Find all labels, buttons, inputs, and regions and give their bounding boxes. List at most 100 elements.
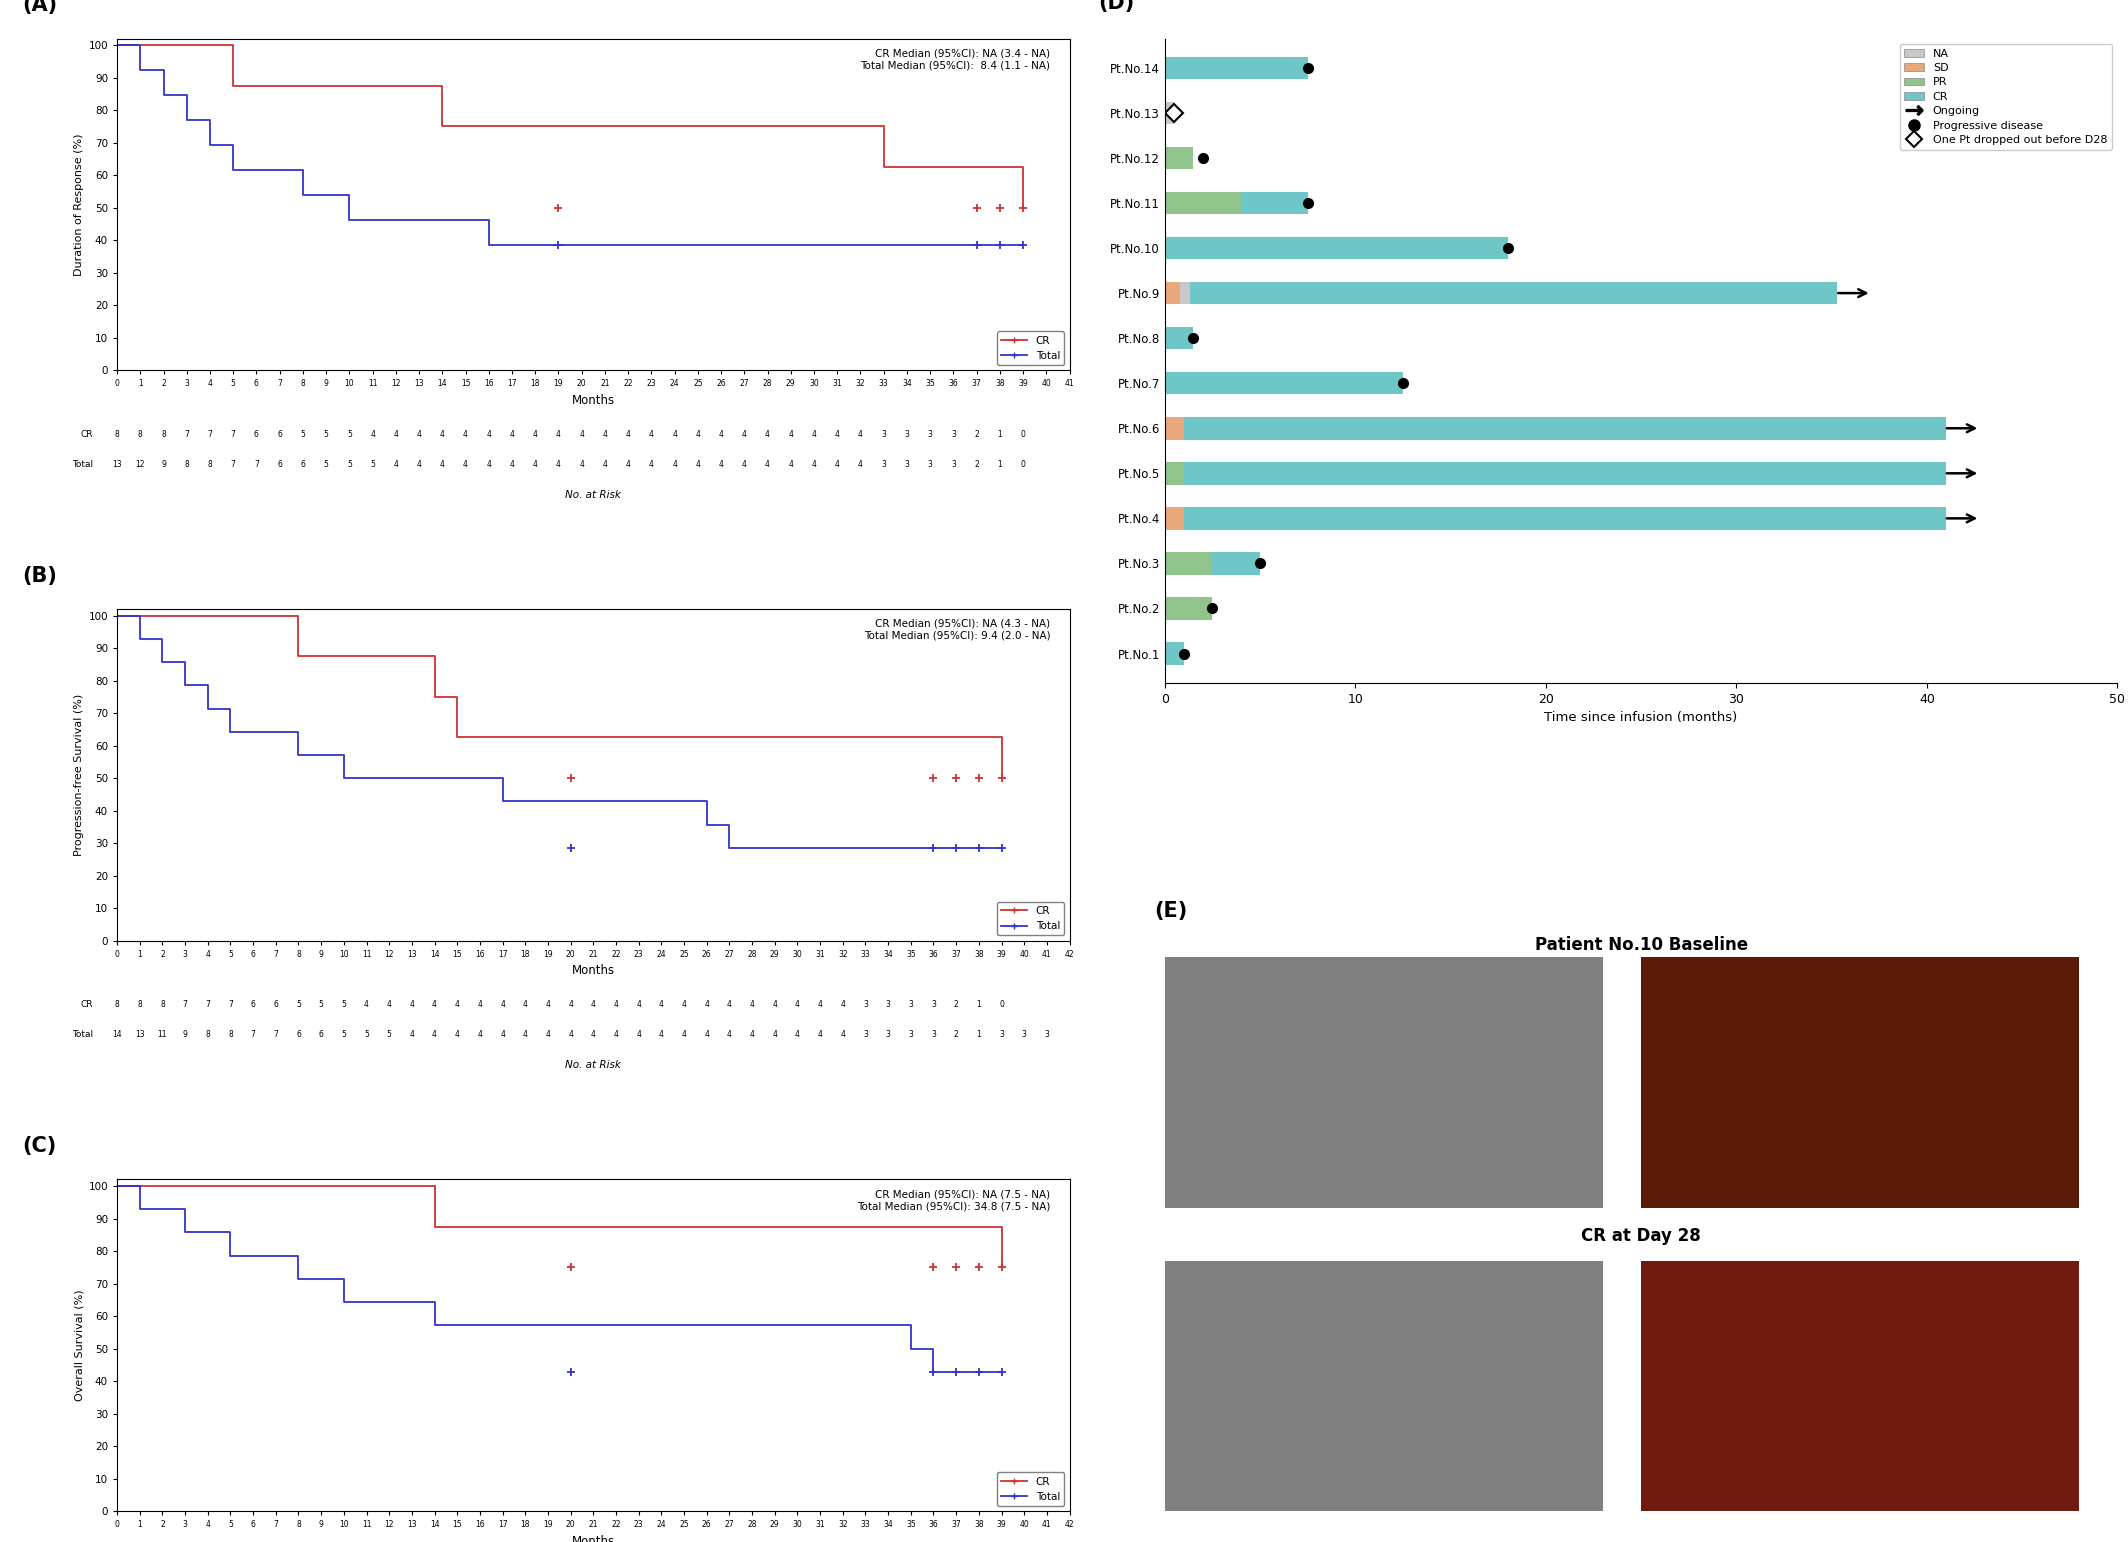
- Bar: [1164, 643, 1183, 665]
- Text: 3: 3: [932, 1001, 936, 1010]
- Text: 0: 0: [1021, 460, 1026, 469]
- Text: 4: 4: [432, 1001, 436, 1010]
- Text: 8: 8: [209, 460, 213, 469]
- Text: 4: 4: [487, 460, 492, 469]
- Text: 4: 4: [696, 460, 700, 469]
- Text: 4: 4: [841, 1030, 845, 1039]
- Text: 4: 4: [440, 460, 445, 469]
- Bar: [1164, 507, 1183, 529]
- Text: 4: 4: [817, 1001, 824, 1010]
- Text: 4: 4: [409, 1030, 415, 1039]
- Text: 4: 4: [500, 1001, 504, 1010]
- Text: 14: 14: [113, 1030, 121, 1039]
- Text: 4: 4: [477, 1030, 483, 1039]
- Text: 6: 6: [277, 430, 283, 439]
- Legend: CR, Total: CR, Total: [998, 332, 1064, 365]
- Text: 4: 4: [523, 1001, 528, 1010]
- Text: 5: 5: [370, 460, 375, 469]
- Text: 7: 7: [185, 430, 189, 439]
- Text: 4: 4: [440, 430, 445, 439]
- Bar: [1164, 102, 1175, 125]
- Text: 4: 4: [487, 430, 492, 439]
- Text: 3: 3: [1021, 1030, 1026, 1039]
- Text: 6: 6: [251, 1001, 255, 1010]
- Text: 4: 4: [858, 430, 864, 439]
- Text: 2: 2: [975, 430, 979, 439]
- Text: 13: 13: [113, 460, 121, 469]
- Text: 3: 3: [904, 460, 909, 469]
- Text: 4: 4: [787, 460, 794, 469]
- Bar: [1164, 237, 1509, 259]
- Text: 2: 2: [953, 1030, 958, 1039]
- Text: 4: 4: [796, 1030, 800, 1039]
- Text: 4: 4: [417, 460, 421, 469]
- Text: 5: 5: [323, 460, 328, 469]
- Text: CR Median (95%CI): NA (7.5 - NA)
Total Median (95%CI): 34.8 (7.5 - NA): CR Median (95%CI): NA (7.5 - NA) Total M…: [858, 1189, 1051, 1210]
- Text: 4: 4: [432, 1030, 436, 1039]
- Text: 4: 4: [626, 460, 630, 469]
- Text: 7: 7: [251, 1030, 255, 1039]
- Text: No. at Risk: No. at Risk: [566, 490, 621, 500]
- Text: 8: 8: [206, 1030, 211, 1039]
- Text: 3: 3: [881, 430, 885, 439]
- Text: 4: 4: [681, 1001, 687, 1010]
- Legend: CR, Total: CR, Total: [998, 1473, 1064, 1507]
- Text: (B): (B): [21, 566, 57, 586]
- Bar: [1181, 282, 1190, 304]
- X-axis label: Months: Months: [572, 393, 615, 407]
- Text: 2: 2: [975, 460, 979, 469]
- Text: 4: 4: [749, 1001, 755, 1010]
- Text: 3: 3: [885, 1001, 892, 1010]
- Text: 8: 8: [115, 430, 119, 439]
- Text: 5: 5: [347, 460, 351, 469]
- Text: 4: 4: [743, 460, 747, 469]
- Text: 4: 4: [394, 460, 398, 469]
- Text: 4: 4: [672, 460, 677, 469]
- Bar: [1213, 552, 1260, 575]
- Text: 4: 4: [370, 430, 375, 439]
- Text: 4: 4: [592, 1001, 596, 1010]
- Text: 3: 3: [928, 430, 932, 439]
- Text: (A): (A): [21, 0, 57, 15]
- Text: 8: 8: [138, 430, 143, 439]
- Text: 4: 4: [749, 1030, 755, 1039]
- Text: 3: 3: [932, 1030, 936, 1039]
- Text: 4: 4: [409, 1001, 415, 1010]
- Text: 3: 3: [909, 1030, 913, 1039]
- Legend: CR, Total: CR, Total: [998, 902, 1064, 936]
- Y-axis label: Progression-free Survival (%): Progression-free Survival (%): [74, 694, 85, 856]
- Text: 4: 4: [532, 460, 538, 469]
- Text: 4: 4: [811, 430, 817, 439]
- Bar: [1164, 372, 1402, 395]
- Bar: [1183, 507, 1945, 529]
- Text: 4: 4: [743, 430, 747, 439]
- Text: 4: 4: [568, 1030, 572, 1039]
- Text: 4: 4: [772, 1001, 777, 1010]
- Text: 4: 4: [500, 1030, 504, 1039]
- Text: 6: 6: [300, 460, 304, 469]
- Text: Total: Total: [72, 1030, 94, 1039]
- Text: 9: 9: [183, 1030, 187, 1039]
- Text: 4: 4: [523, 1030, 528, 1039]
- Text: 4: 4: [672, 430, 677, 439]
- Text: 4: 4: [568, 1001, 572, 1010]
- Text: 4: 4: [602, 430, 606, 439]
- Text: 4: 4: [579, 430, 583, 439]
- Text: 7: 7: [230, 430, 236, 439]
- Bar: [1183, 416, 1945, 439]
- Text: 4: 4: [811, 460, 817, 469]
- Text: 4: 4: [626, 430, 630, 439]
- Text: 4: 4: [545, 1030, 551, 1039]
- Text: 4: 4: [696, 430, 700, 439]
- Text: CR: CR: [81, 430, 94, 439]
- Text: 6: 6: [319, 1030, 323, 1039]
- Bar: [1164, 146, 1194, 170]
- X-axis label: Months: Months: [572, 964, 615, 978]
- Text: Patient No.10 Baseline: Patient No.10 Baseline: [1534, 936, 1747, 954]
- Text: 8: 8: [228, 1030, 232, 1039]
- Text: 4: 4: [766, 460, 770, 469]
- Text: 4: 4: [834, 460, 841, 469]
- X-axis label: Months: Months: [572, 1534, 615, 1542]
- Text: 7: 7: [204, 1001, 211, 1010]
- Text: 3: 3: [864, 1001, 868, 1010]
